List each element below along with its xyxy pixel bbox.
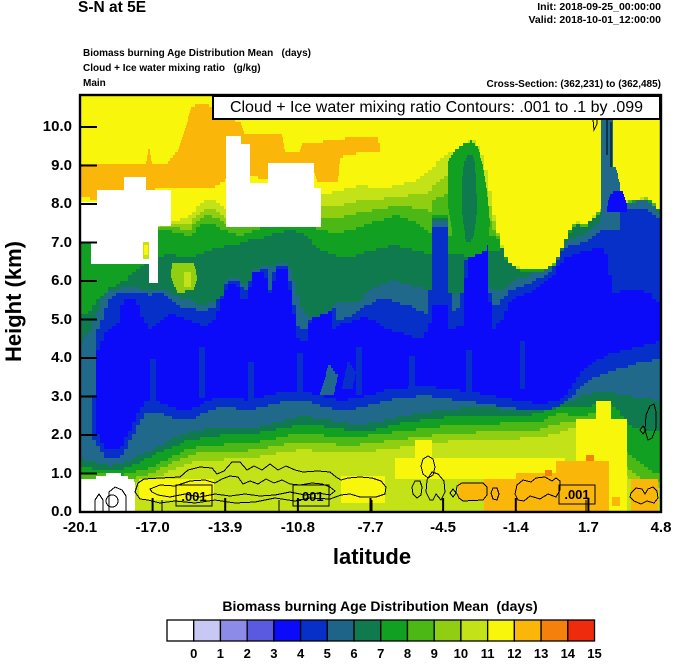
svg-text:.001: .001 <box>181 489 206 504</box>
svg-text:.001: .001 <box>298 489 323 504</box>
svg-text:.001: .001 <box>564 487 589 502</box>
